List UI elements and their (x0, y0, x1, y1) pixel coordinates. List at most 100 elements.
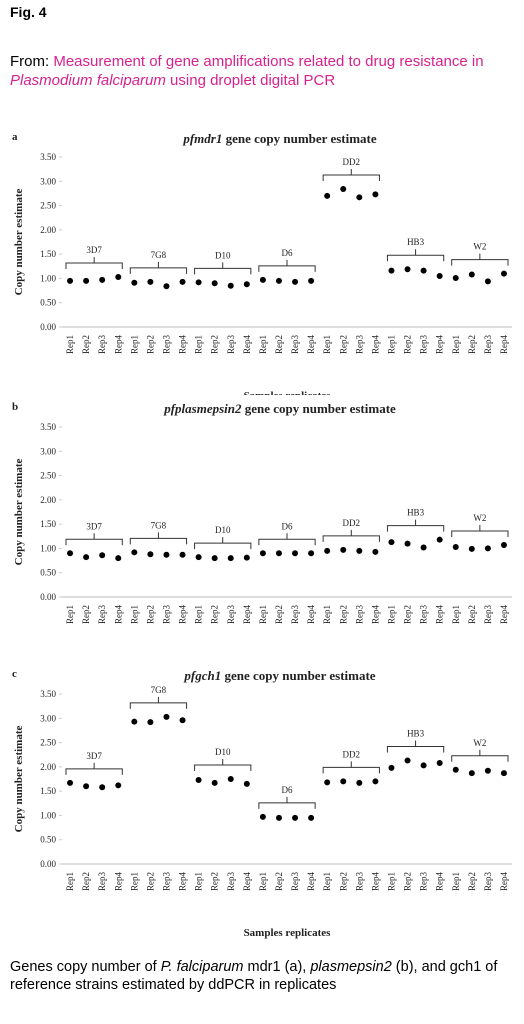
x-tick-label: Rep3 (161, 335, 171, 354)
title-text: gene copy number estimate (221, 668, 376, 683)
x-tick-label: Rep3 (97, 872, 107, 891)
point (275, 550, 282, 557)
panel-label: c (12, 668, 17, 680)
source-link[interactable]: Measurement of gene amplifications relat… (10, 53, 484, 89)
x-tick-label: Rep3 (419, 872, 429, 891)
point (227, 282, 234, 289)
group-label: D10 (215, 525, 231, 535)
group-bracket (258, 533, 316, 546)
group-bracket (386, 519, 445, 532)
point (340, 186, 347, 193)
x-tick-label: Rep4 (306, 872, 316, 891)
x-tick-label: Rep3 (354, 872, 364, 891)
title-text: gene copy number estimate (222, 131, 377, 146)
point (324, 547, 331, 554)
x-tick-label: Rep2 (274, 872, 284, 891)
y-tick-label: 2.50 (40, 471, 56, 481)
point (340, 546, 347, 553)
point (131, 718, 138, 725)
y-tick-label: 3.00 (40, 176, 56, 186)
title-gene: pfplasmepsin2 (163, 401, 242, 416)
x-tick-label: Rep4 (242, 335, 252, 354)
link-italic[interactable]: Plasmodium falciparum (10, 72, 166, 89)
group-label: 3D7 (86, 751, 102, 761)
x-tick-label: Rep4 (370, 335, 380, 354)
point (292, 550, 299, 557)
x-tick-label: Rep1 (322, 605, 332, 624)
y-tick-label: 2.50 (40, 738, 56, 748)
chart: b pfplasmepsin2 gene copy number estimate… (12, 401, 512, 624)
panel-label: b (12, 401, 18, 413)
point (308, 277, 315, 284)
point (83, 277, 90, 284)
x-tick-label: Rep1 (65, 335, 75, 354)
point (99, 276, 106, 283)
x-tick-label: Rep3 (97, 605, 107, 624)
x-tick-label: Rep2 (145, 872, 155, 891)
link-text[interactable]: Measurement of gene amplifications relat… (53, 53, 484, 70)
x-tick-label: Rep4 (178, 335, 188, 354)
group-bracket (65, 256, 123, 269)
y-tick-label: 1.00 (40, 543, 56, 553)
title-gene: pfgch1 (183, 668, 221, 683)
x-tick-label: Rep4 (370, 872, 380, 891)
x-tick-label: Rep1 (194, 335, 204, 354)
point (131, 279, 138, 286)
x-tick-label: Rep2 (210, 872, 220, 891)
point (452, 766, 459, 773)
x-tick-label: Rep4 (242, 872, 252, 891)
point (356, 194, 363, 201)
y-tick-label: 3.00 (40, 713, 56, 723)
x-tick-label: Rep2 (467, 335, 477, 354)
x-tick-label: Rep1 (451, 605, 461, 624)
group-label: W2 (473, 513, 486, 523)
point (67, 277, 74, 284)
point (131, 549, 138, 556)
link-text[interactable]: using droplet digital PCR (165, 72, 336, 89)
x-tick-label: Rep2 (81, 605, 91, 624)
group-bracket (129, 261, 188, 274)
x-axis-label: Samples replicates (244, 927, 332, 939)
point (452, 543, 459, 550)
x-tick-label: Rep4 (499, 335, 509, 354)
point (436, 273, 443, 279)
x-tick-label: Rep1 (194, 605, 204, 624)
point (372, 548, 379, 555)
group-label: HB3 (407, 729, 425, 739)
group-bracket (386, 740, 445, 753)
chart-title: pfgch1 gene copy number estimate (183, 668, 375, 683)
group-label: HB3 (407, 508, 425, 518)
x-tick-label: Rep1 (322, 335, 332, 354)
group-label: DD2 (343, 749, 361, 759)
point (243, 554, 250, 561)
point (452, 274, 459, 281)
caption-italic: plasmepsin2 (310, 959, 392, 975)
point (372, 191, 379, 198)
x-tick-label: Rep4 (113, 872, 123, 891)
y-tick-label: 1.50 (40, 786, 56, 796)
chart-title: pfmdr1 gene copy number estimate (182, 131, 377, 146)
group-label: 7G8 (151, 685, 167, 695)
point (404, 266, 411, 273)
x-tick-label: Rep4 (370, 605, 380, 624)
point (147, 551, 154, 558)
point (468, 545, 475, 552)
x-tick-label: Rep4 (499, 872, 509, 891)
point (308, 550, 315, 557)
point (404, 540, 411, 547)
x-tick-label: Rep2 (338, 872, 348, 891)
point (259, 276, 266, 283)
x-tick-label: Rep3 (483, 605, 493, 624)
point (340, 778, 347, 785)
point (195, 279, 202, 286)
x-tick-label: Rep2 (403, 335, 413, 354)
y-tick-label: 3.50 (40, 422, 56, 432)
group-label: D6 (282, 248, 293, 258)
group-label: D10 (215, 747, 231, 757)
x-tick-label: Rep2 (403, 872, 413, 891)
point (211, 555, 218, 562)
x-tick-label: Rep3 (161, 605, 171, 624)
point (500, 542, 507, 549)
point (67, 779, 74, 786)
